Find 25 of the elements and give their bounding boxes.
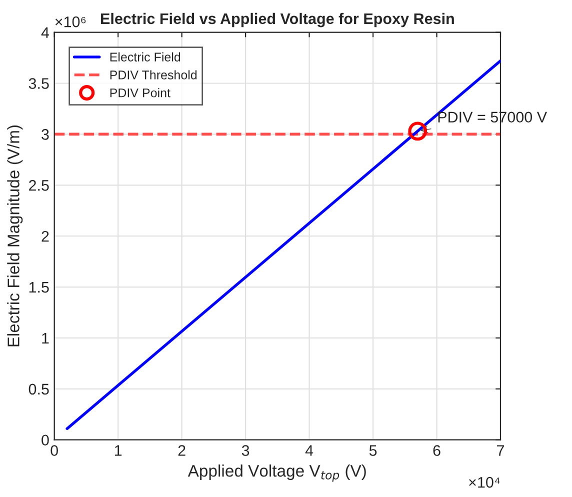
x-tick-label: 7 bbox=[497, 445, 504, 456]
x-tick-label: 6 bbox=[433, 445, 440, 456]
y-tick-label: 1 bbox=[42, 332, 49, 344]
legend-label: Electric Field bbox=[110, 52, 180, 62]
text: ×10⁶ bbox=[55, 16, 86, 28]
x-tick-label: 2 bbox=[178, 445, 186, 456]
x-tick-label: 4 bbox=[305, 445, 314, 456]
y-tick-label: 3 bbox=[42, 129, 49, 140]
legend-label: PDIV Point bbox=[110, 88, 170, 98]
x-tick-label: 1 bbox=[114, 445, 122, 456]
x-tick-label: 3 bbox=[242, 445, 250, 456]
y-tick-label: 2.5 bbox=[29, 180, 49, 191]
text: ×10⁴ bbox=[469, 476, 500, 488]
x-axis-title: Applied Voltage V$_{top}$ (V) bbox=[188, 464, 366, 482]
x-tick-label: 0 bbox=[50, 445, 58, 456]
y-tick-label: 4 bbox=[41, 27, 50, 38]
y-tick-label: 2 bbox=[42, 230, 49, 242]
x-tick-label: 5 bbox=[369, 445, 377, 456]
legend-label: PDIV Threshold bbox=[110, 70, 197, 80]
chart-title: Electric Field vs Applied Voltage for Epoxy Resin bbox=[101, 12, 454, 28]
y-axis-title: Electric Field Magnitude (V/m) bbox=[7, 125, 23, 346]
y-tick-label: 1.5 bbox=[29, 282, 49, 293]
y-tick-label: 0.5 bbox=[28, 384, 49, 395]
y-tick-label: 3.5 bbox=[28, 78, 49, 89]
y-tick-label: 0 bbox=[42, 434, 49, 446]
